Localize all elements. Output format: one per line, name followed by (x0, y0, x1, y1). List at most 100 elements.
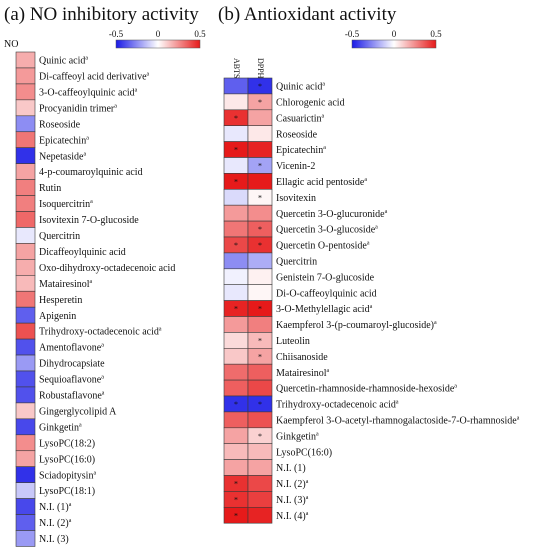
row-label-superscript: a (101, 375, 104, 381)
row-label-text: Quinic acid (39, 56, 85, 67)
row-label-text: Sequioaflavone (39, 375, 102, 386)
row-label-superscript: a (86, 135, 89, 141)
row-label: LysoPC(18:1) (39, 486, 95, 497)
heatmap-cell (15, 51, 36, 69)
row-label-text: Roseoside (276, 129, 318, 140)
row-label-text: Amentoflavone (39, 343, 102, 354)
heatmap-cell (247, 173, 273, 190)
row-label-text: Quercetin O-pentoside (276, 241, 367, 252)
heatmap-cell (247, 125, 273, 142)
heatmap-cell (223, 284, 249, 301)
row-label-text: Oxo-dihydroxy-octadecenoic acid (39, 263, 175, 274)
row-label: N.I. (4)a (276, 511, 309, 522)
significance-mark: * (258, 82, 262, 91)
row-label-text: Isoquercitrin (39, 199, 90, 210)
row-label-superscript: a (159, 327, 162, 333)
heatmap-cell (15, 370, 36, 388)
significance-mark: * (258, 98, 262, 107)
row-label: Quercetin 3-O-glucosidea (276, 225, 378, 236)
row-label-superscript: a (375, 225, 378, 231)
column-label-dpph: DPPH (256, 58, 265, 79)
heatmap-cell (247, 252, 273, 270)
significance-mark: * (258, 241, 262, 250)
row-label: Oxo-dihydroxy-octadecenoic acid (39, 263, 175, 274)
row-label: Matairesinola (39, 279, 93, 290)
heatmap-cell (15, 195, 36, 212)
row-label-superscript: a (90, 199, 93, 205)
significance-mark: * (234, 305, 238, 314)
heatmap-cell (15, 83, 36, 101)
row-label: Kaempferol 3-(p-coumaroyl-glucoside)a (276, 320, 437, 331)
row-label-superscript: a (367, 241, 370, 247)
panel-a-colorbar: -0.5 0 0.5 (109, 29, 206, 49)
row-label-superscript: a (90, 279, 93, 285)
heatmap-cell (223, 77, 249, 95)
row-label: Quercetin 3-O-glucuronidea (276, 209, 388, 220)
row-label-superscript: a (385, 209, 388, 215)
heatmap-cell (15, 482, 36, 499)
heatmap-cell (247, 204, 273, 222)
significance-mark: * (234, 495, 238, 504)
row-label-text: Quercitrin (39, 231, 80, 242)
row-label-text: Matairesinol (276, 368, 327, 379)
row-label-superscript: a (306, 479, 309, 485)
row-label-text: N.I. (2) (276, 479, 306, 490)
panel-a-title: (a) NO inhibitory activity (4, 4, 199, 25)
heatmap-cell (223, 220, 249, 238)
row-label-text: LysoPC(18:1) (39, 486, 95, 497)
row-label: Isovitexin (276, 193, 316, 204)
significance-mark: * (258, 432, 262, 441)
row-label-text: N.I. (2) (39, 518, 69, 529)
colorbar-tick-max: 0.5 (430, 29, 442, 39)
row-label: Chlorogenic acid (276, 97, 345, 108)
row-label-text: Quinic acid (276, 82, 322, 93)
heatmap-cell (247, 109, 273, 127)
heatmap-cell (15, 354, 36, 372)
row-label-text: Epicatechin (39, 135, 86, 146)
row-label-text: Robustaflavone (39, 391, 102, 402)
heatmap-cell (223, 125, 249, 142)
significance-mark: * (258, 193, 262, 202)
row-label-text: Trihydroxy-octadecenoic acid (39, 327, 159, 338)
row-label-text: Quercetin 3-O-glucuronide (276, 209, 385, 220)
column-label-no: NO (4, 39, 18, 50)
row-label-text: 3-O-caffeoylquinic acid (39, 87, 135, 98)
row-label-superscript: a (322, 113, 325, 119)
row-label: Epicatechina (276, 145, 326, 156)
heatmap-cell (15, 466, 36, 483)
row-label: Matairesinola (276, 368, 330, 379)
heatmap-cell (15, 386, 36, 404)
row-label-superscript: a (79, 422, 82, 428)
row-label: Isovitexin 7-O-glucoside (39, 215, 139, 226)
row-label-text: Chiisanoside (276, 352, 328, 363)
row-label-superscript: a (147, 72, 150, 78)
row-label: 4-p-coumaroylquinic acid (39, 167, 143, 178)
heatmap-cell (247, 316, 273, 333)
row-label-text: Isovitexin 7-O-glucoside (39, 215, 139, 226)
column-label-abts: ABTS (232, 58, 241, 78)
row-label: LysoPC(18:2) (39, 438, 95, 449)
row-label: Quercetin O-pentosidea (276, 241, 370, 252)
heatmap-cell (15, 290, 36, 308)
heatmap-cell (15, 322, 36, 340)
row-label-superscript: a (517, 415, 520, 421)
row-label-text: Kaempferol 3-O-acetyl-rhamnogalactoside-… (276, 415, 517, 426)
heatmap-cell (223, 189, 249, 206)
row-label-text: Luteolin (276, 336, 310, 347)
heatmap-cell (247, 459, 273, 476)
row-label: Rutin (39, 183, 61, 194)
heatmap-cell (15, 530, 36, 547)
heatmap-cell (223, 427, 249, 444)
heatmap-cell (15, 99, 36, 117)
row-label-text: Casuarictin (276, 113, 322, 124)
heatmap-cell (15, 498, 36, 515)
heatmap-cell (223, 252, 249, 270)
row-label: Roseoside (276, 129, 318, 140)
row-label: 3-O-caffeoylquinic acida (39, 87, 138, 98)
significance-mark: * (234, 400, 238, 409)
row-label-text: LysoPC(16:0) (276, 447, 332, 458)
row-label: Quinic acida (276, 82, 325, 93)
row-label-text: Ginkgetin (276, 431, 316, 442)
row-label-superscript: a (101, 343, 104, 349)
row-label-text: N.I. (3) (39, 534, 69, 545)
